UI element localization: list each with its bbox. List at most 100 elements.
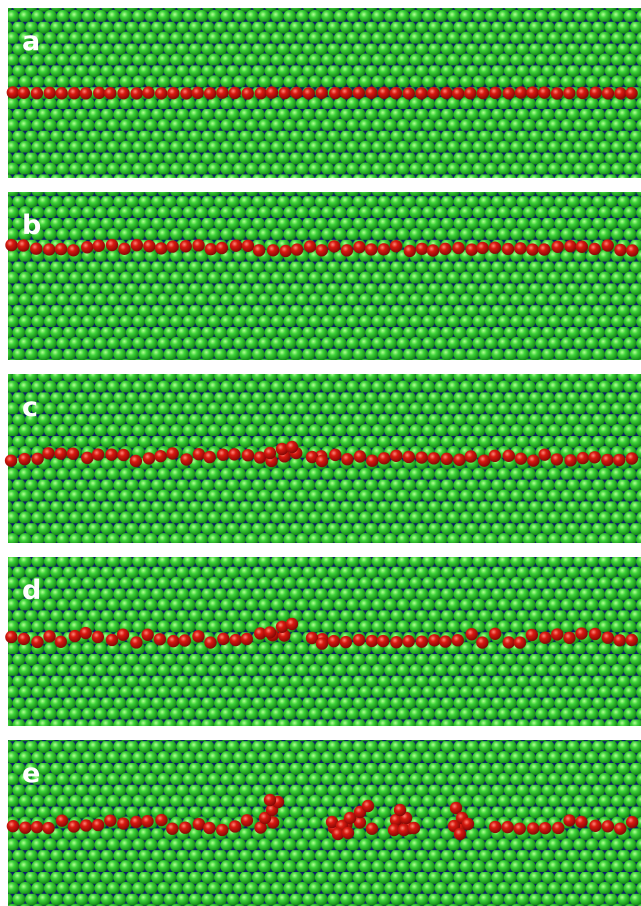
panel-label: d [22,575,41,606]
red-atom [551,87,563,99]
red-atom [229,87,241,99]
red-atom [602,239,614,251]
red-atom [56,814,68,826]
red-atom [476,242,488,254]
red-atom [415,87,427,99]
red-atom [155,814,167,826]
red-atom [142,86,154,98]
red-atom [5,631,17,643]
red-atom [601,454,613,466]
red-atom [30,243,42,255]
red-atom [304,240,316,252]
red-atom [31,821,43,833]
red-atom [205,243,217,255]
red-atom [503,450,515,462]
red-atom [428,634,440,646]
red-atom [104,87,116,99]
red-atom [575,627,587,639]
red-atom [551,628,563,640]
red-atom [105,448,117,460]
red-atom [216,824,228,836]
red-atom [143,240,155,252]
red-atom [563,814,575,826]
red-atom [92,448,104,460]
red-atom [217,633,229,645]
red-atom [439,635,451,647]
red-atom [503,87,515,99]
red-atom [204,636,216,648]
red-atom [315,87,327,99]
red-atom [538,448,550,460]
red-atom [403,451,415,463]
red-atom [454,828,466,840]
red-atom [31,636,43,648]
red-atom [464,87,476,99]
red-atom [465,628,477,640]
red-atom [203,822,215,834]
red-atom [203,451,215,463]
red-atom [31,87,43,99]
red-atom [204,87,216,99]
red-atom [353,87,365,99]
red-atom [602,631,614,643]
red-atom [489,87,501,99]
red-atom [366,454,378,466]
red-atom [290,87,302,99]
red-atom [154,450,166,462]
red-atom [216,242,228,254]
red-atom [576,87,588,99]
red-atom [478,454,490,466]
red-atom [514,242,526,254]
red-atom [328,240,340,252]
red-atom [42,447,54,459]
red-atom [527,454,539,466]
red-atom [465,450,477,462]
red-atom [366,635,378,647]
red-atom [354,450,366,462]
red-atom [526,243,538,255]
red-atom [365,243,377,255]
red-atom [92,819,104,831]
red-atom [316,637,328,649]
red-atom [341,453,353,465]
red-atom [143,452,155,464]
red-atom [362,800,374,812]
red-atom [55,243,67,255]
figure: abcde [0,0,641,906]
red-atom [242,240,254,252]
red-atom [68,820,80,832]
red-atom [92,631,104,643]
red-atom [242,449,254,461]
red-atom [514,822,526,834]
red-atom [527,822,539,834]
red-atom [267,244,279,256]
red-atom [67,447,79,459]
red-atom [286,441,298,453]
page: abcde (() => { const data = JSON.parse(d… [0,0,641,906]
red-atom [502,243,514,255]
red-atom [69,630,81,642]
red-atom [68,87,80,99]
red-atom [563,87,575,99]
red-atom [328,635,340,647]
red-atom [465,243,477,255]
red-atom [614,244,626,256]
red-atom [117,449,129,461]
red-atom [216,86,228,98]
red-atom [166,822,178,834]
red-atom [55,636,67,648]
red-atom [626,816,638,828]
red-atom [365,87,377,99]
red-atom [588,451,600,463]
red-atom [551,453,563,465]
red-atom [613,634,625,646]
red-atom [378,452,390,464]
red-atom [167,635,179,647]
red-atom [626,452,638,464]
red-atom [526,629,538,641]
red-atom [452,242,464,254]
red-atom [43,630,55,642]
red-atom [341,244,353,256]
red-atom [551,241,563,253]
red-atom [564,454,576,466]
